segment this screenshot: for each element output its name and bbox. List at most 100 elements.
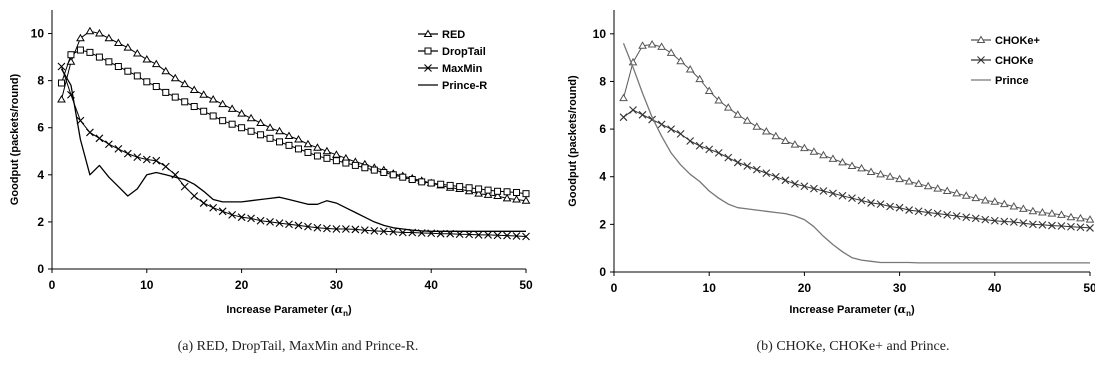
data-point-choke [676,129,685,138]
data-point-choke [1009,202,1019,210]
data-point-choke [914,179,924,187]
data-point-droptail [266,134,274,142]
data-point-maxmin-stroke-b [275,219,284,227]
y-tick-label: 10 [593,27,607,41]
data-point-choke [857,196,866,205]
data-point-choke-stroke-b [952,212,961,220]
data-point-maxmin [247,214,255,223]
data-point-choke [1057,210,1066,218]
data-point-choke-stroke-b [1076,223,1085,232]
legend-marker-stroke-b [977,56,985,64]
data-point-droptail [522,190,530,198]
data-point-maxmin [237,213,246,222]
data-point-droptail [76,46,84,54]
legend-item-maxmin: MaxMin [418,63,483,75]
data-point-droptail [465,184,473,192]
data-point-choke [1019,219,1028,228]
data-point-choke-stroke-b [762,169,771,178]
y-axis-label: Goodput (packets/round) [9,73,21,205]
data-point-maxmin [152,156,161,165]
data-point-maxmin [493,231,502,240]
data-point-choke [695,141,704,150]
data-point-choke [962,213,971,222]
chart-panel-b: 0 2 4 6 8 10 0 10 20 30 40 50 Goodput (packets/round… [567,10,1095,354]
data-point-choke-stroke-b [981,215,990,224]
data-point-maxmin-stroke-b [114,145,123,153]
legend-label: Prince [995,75,1029,87]
x-tick-label: 20 [235,278,249,292]
series-line-choke [623,109,1091,229]
data-point-maxmin [389,227,398,236]
data-point-maxmin [474,230,483,239]
data-point-droptail [86,48,94,56]
data-point-droptail [323,154,331,162]
data-point-choke [1086,224,1094,232]
data-point-droptail [437,180,445,188]
data-point-red [502,193,512,202]
data-point-droptail [247,127,255,135]
data-point-maxmin [266,218,274,226]
data-point-choke [1067,222,1075,231]
data-point-maxmin [218,207,227,216]
data-point-red [180,79,190,88]
data-point-choke [743,162,752,170]
data-point-choke [981,215,990,224]
y-tick-label: 0 [37,262,44,276]
data-point-choke [876,200,885,209]
data-point-choke-stroke-b [943,210,952,219]
data-point-choke-stroke-b [971,214,980,223]
data-point-choke-stroke-b [1067,222,1075,231]
data-point-choke [780,136,790,144]
data-point-choke [876,169,885,178]
data-point-red [151,59,161,68]
data-point-red [275,126,284,135]
data-point-choke-stroke-b [848,194,856,203]
data-point-droptail [152,83,160,91]
data-point-choke [657,42,666,50]
data-point-droptail [427,179,435,187]
data-point-choke [1038,220,1047,229]
data-point-maxmin [323,224,331,233]
data-point-maxmin-stroke-b [474,230,483,239]
data-point-maxmin [313,223,322,232]
data-point-choke [733,158,742,167]
data-point-choke [933,184,943,192]
data-point-red [85,26,95,35]
data-point-red [218,99,228,108]
data-point-maxmin-stroke-b [360,226,369,235]
x-tick-label: 40 [988,281,1002,295]
x-tick-label: 20 [798,281,812,295]
data-point-choke [1038,207,1047,216]
data-point-choke [1028,220,1037,229]
data-point-droptail [380,168,388,176]
data-point-choke-stroke-b [638,110,647,119]
data-point-choke-stroke-b [733,158,742,167]
y-tick-label: 4 [37,168,44,182]
data-point-red [474,189,483,197]
y-tick-label: 8 [37,74,44,88]
data-point-choke-stroke-b [800,182,809,191]
data-point-choke-stroke-b [990,216,999,225]
data-point-maxmin [379,227,388,236]
legend-marker [976,35,986,43]
data-point-choke [867,199,875,207]
data-point-red [483,190,493,198]
data-point-red [294,135,303,143]
data-point-choke [829,189,837,198]
series-droptail [57,46,530,198]
data-point-choke [752,165,761,174]
data-point-choke [1018,204,1028,212]
data-point-choke [905,206,914,214]
data-point-choke-stroke-b [905,206,914,214]
data-point-droptail [503,188,511,196]
data-point-maxmin [86,128,94,137]
data-point-choke-stroke-b [695,141,704,150]
series-prince-r [60,68,526,232]
data-point-choke-stroke-b [648,115,656,124]
data-point-choke [1076,223,1085,232]
data-point-red [76,33,85,42]
data-point-droptail [238,124,246,132]
data-point-droptail [513,188,521,196]
data-point-maxmin [209,203,218,212]
data-point-droptail [389,171,397,179]
